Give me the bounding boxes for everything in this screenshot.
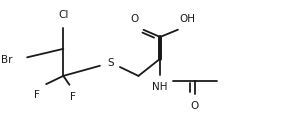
Text: Cl: Cl bbox=[58, 10, 68, 20]
Text: Br: Br bbox=[1, 55, 13, 65]
Text: S: S bbox=[108, 58, 114, 68]
Text: O: O bbox=[191, 101, 199, 111]
Text: F: F bbox=[70, 92, 76, 102]
Text: F: F bbox=[34, 90, 40, 100]
Text: OH: OH bbox=[180, 14, 196, 24]
Text: NH: NH bbox=[152, 82, 168, 92]
Text: O: O bbox=[130, 14, 138, 24]
